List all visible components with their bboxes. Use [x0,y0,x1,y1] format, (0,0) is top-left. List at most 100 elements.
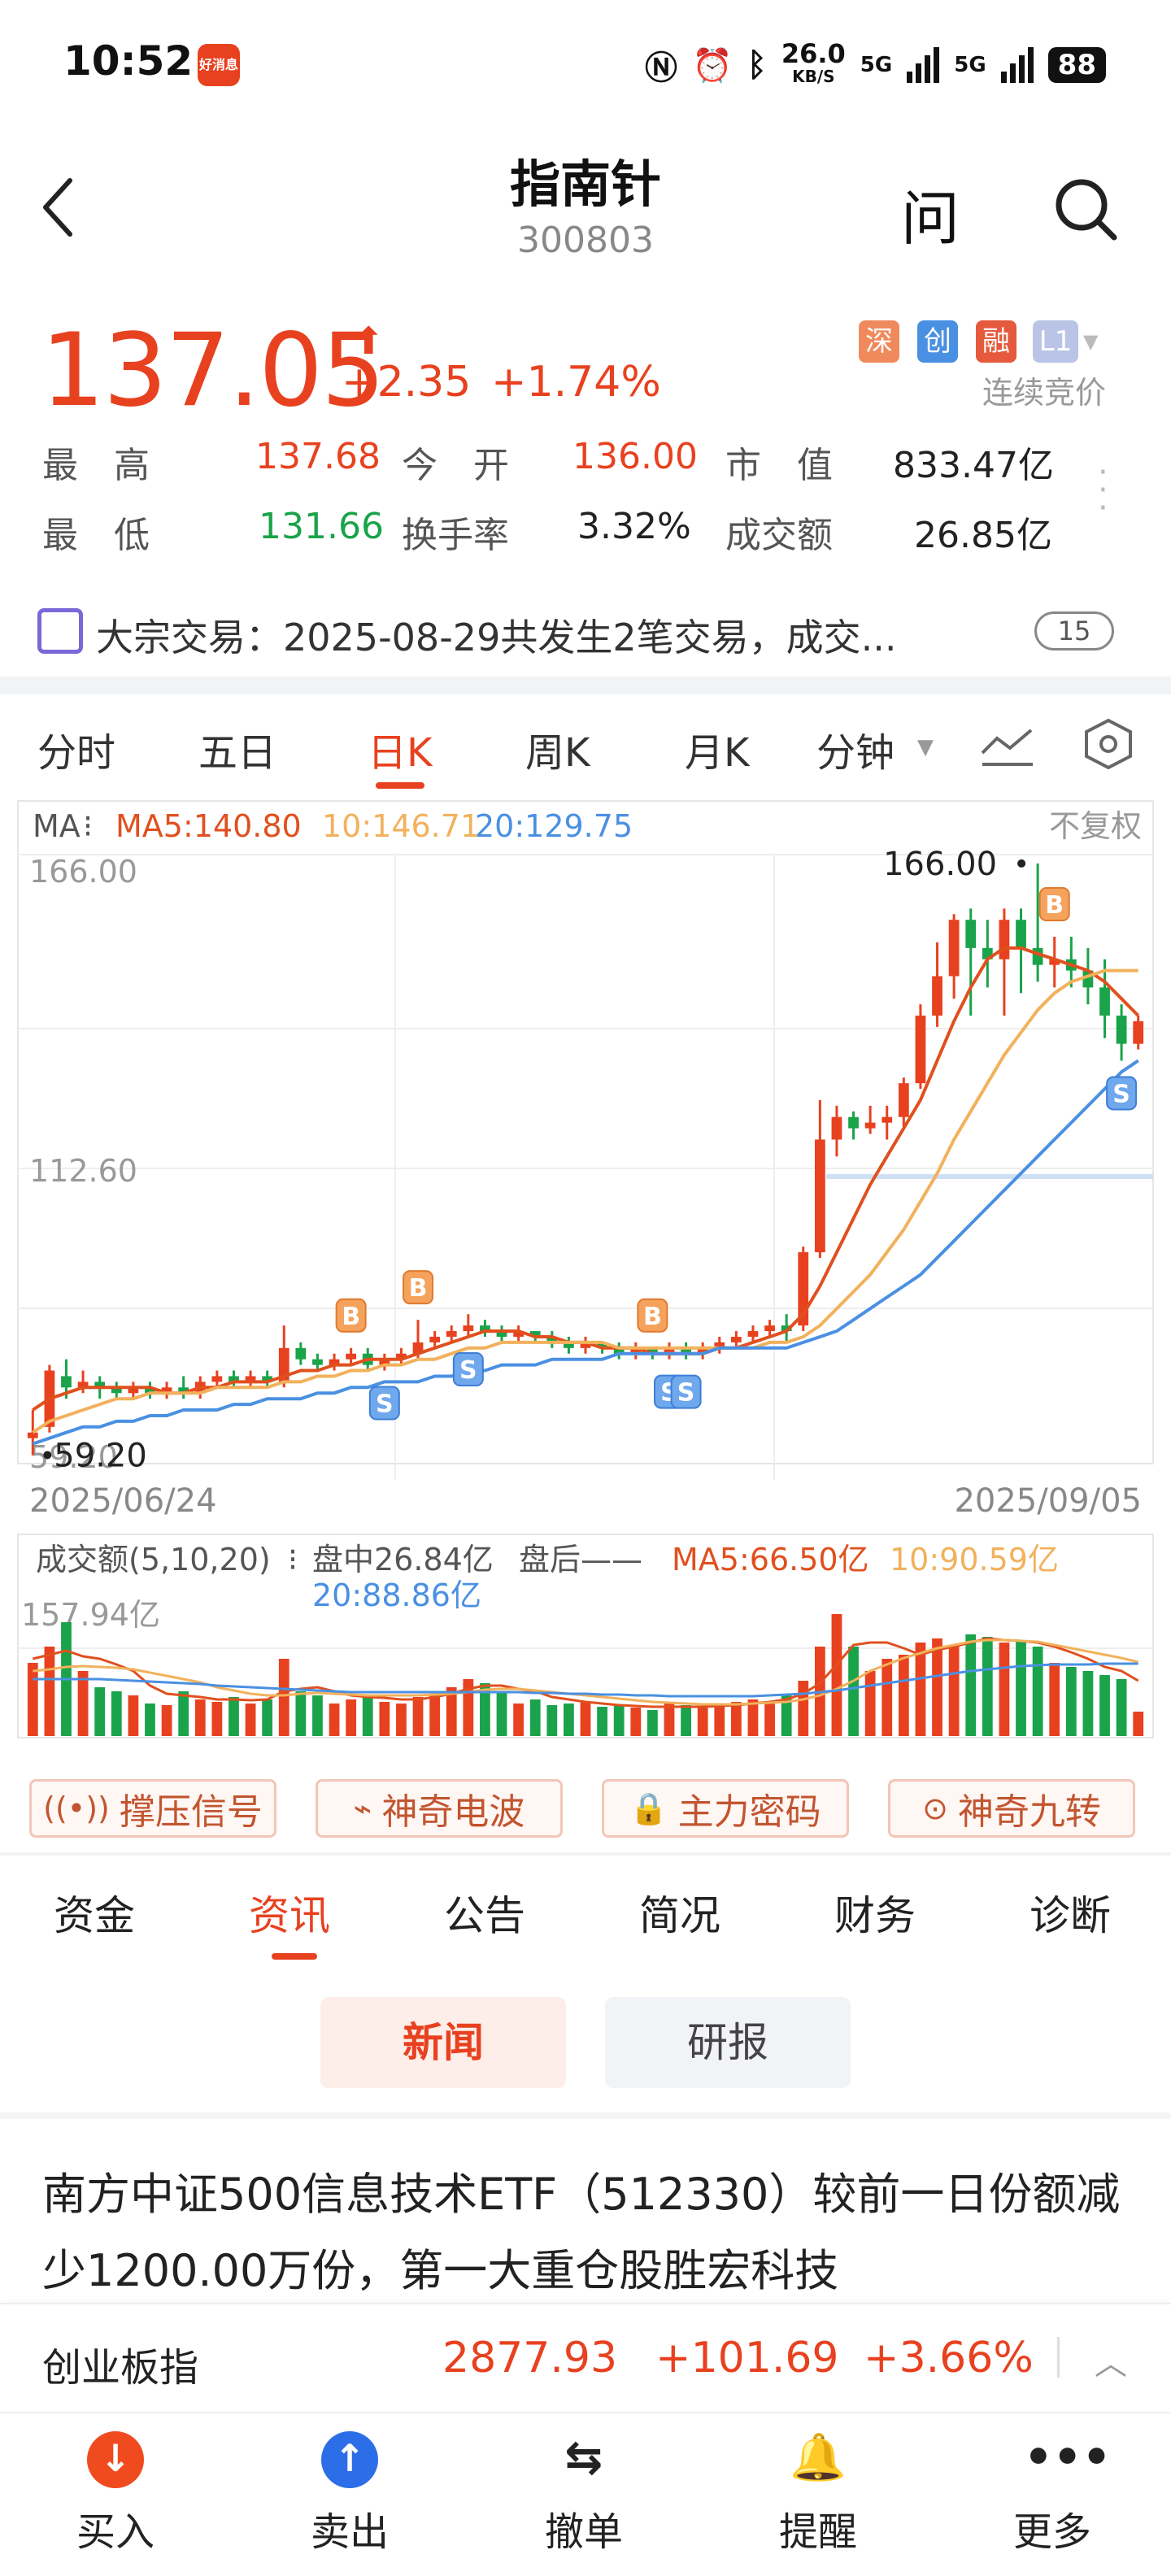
buy-signal: B [637,1298,668,1333]
candle-body [178,1387,189,1394]
ma20-legend: 20:129.75 [475,808,633,844]
amount-label: 成交额 [725,515,833,556]
sell-signal: S [670,1374,702,1409]
tab-profile[interactable]: 简况 [639,1892,720,1939]
volume-bar [898,1655,909,1736]
open-value: 136.00 [572,436,698,477]
bell-icon: 🔔 [790,2431,847,2484]
buy-button[interactable]: ↓ 买入 [34,2431,197,2556]
ma-menu-dots: ⁝ [83,808,93,844]
badge-level1[interactable]: L1 [1033,320,1078,363]
tab-minute[interactable]: 分钟 [816,730,895,776]
news-subtab[interactable]: 新闻 [320,1997,566,2088]
turnover-value: 3.32% [577,506,691,547]
candle-body [463,1325,474,1332]
research-report-subtab[interactable]: 研报 [605,1997,851,2088]
lock-icon: 🔒 [629,1790,668,1826]
svg-text:B: B [643,1303,662,1331]
volume-bar [111,1691,122,1736]
radio-wave-icon: ((•)) [43,1791,110,1826]
news-article-title[interactable]: 南方中证500信息技术ETF（512330）较前一日份额减少1200.00万份，… [42,2169,1121,2296]
volume-bar [747,1699,759,1736]
candle-body [747,1331,759,1337]
volume-label: 成交额(5,10,20) [36,1542,271,1577]
volume-bar [1133,1712,1144,1736]
volume-bar [664,1704,675,1736]
sell-signal: S [1106,1076,1138,1111]
tab-news[interactable]: 资讯 [249,1892,330,1939]
back-icon[interactable] [34,171,83,244]
candle-body [999,920,1010,959]
block-trade-text[interactable]: 大宗交易：2025-08-29共发生2笔交易，成交... [96,616,897,659]
search-icon[interactable] [1049,172,1122,246]
cancel-order-button[interactable]: ⇆ 撤单 [503,2431,665,2556]
volume-bar [1099,1675,1110,1736]
tab-diagnosis[interactable]: 诊断 [1030,1892,1111,1939]
volume-bar [965,1634,977,1736]
ask-button[interactable]: 问 [901,185,960,253]
candle-body [312,1359,323,1365]
candle-body [831,1116,842,1140]
candle-body [597,1342,607,1348]
candles [27,863,1144,1456]
volume-bar [496,1691,507,1736]
tool-support-pressure[interactable]: ((•)) 撑压信号 [29,1779,276,1838]
candle-body [781,1325,792,1332]
kline-chart[interactable]: MA ⁝ MA5:140.80 10:146.71 20:129.75 不复权 … [0,793,1171,1769]
chevron-down-icon[interactable]: ▼ [1083,330,1099,353]
candle-body [630,1347,642,1354]
chevron-down-icon[interactable]: ▼ [917,735,934,759]
alert-button[interactable]: 🔔 提醒 [737,2431,899,2556]
volume-ma5: MA5:66.50亿 [672,1542,869,1577]
tool-magic-wave[interactable]: ⌁ 神奇电波 [316,1779,563,1838]
tab-monthly-k[interactable]: 月K [685,730,750,776]
candle-body [932,976,942,1016]
nav-label: 撤单 [544,2509,623,2555]
svg-text:S: S [1112,1080,1130,1108]
tab-funds[interactable]: 资金 [54,1892,135,1939]
app-notification-icon: 好消息 [198,44,240,86]
volume-bar [647,1710,658,1736]
ma10-legend: 10:146.71 [322,808,480,844]
candle-body [848,1116,859,1129]
tool-main-force[interactable]: 🔒 主力密码 [602,1779,849,1838]
volume-bar [44,1647,55,1736]
tab-weekly-k[interactable]: 周K [525,730,590,776]
volume-bar [630,1708,642,1736]
divider [0,1852,1171,1856]
volume-bar [1065,1667,1077,1736]
block-trade-count[interactable]: 15 [1034,611,1114,651]
tab-announcements[interactable]: 公告 [444,1892,525,1939]
candle-body [61,1376,72,1388]
x-label-end: 2025/09/05 [954,1482,1142,1520]
tab-finance[interactable]: 财务 [834,1892,916,1939]
tab-daily-k[interactable]: 日K [368,730,433,776]
amount-value: 26.85亿 [914,515,1052,556]
indicator-settings-icon[interactable] [979,720,1036,769]
active-tab-indicator [272,1953,317,1960]
volume-bar [396,1704,407,1736]
more-vertical-icon[interactable]: · · · [1098,454,1108,527]
stock-code: 300803 [517,220,654,261]
index-ticker[interactable] [0,2303,1171,2410]
volume-menu-dots: ⁝ [288,1542,298,1577]
chart-frame [17,800,1154,1464]
check-circle-icon: ⊙ [922,1791,948,1826]
battery-icon: 88 [1047,47,1106,83]
candle-body [664,1347,675,1354]
volume-bar [613,1705,625,1736]
tab-intraday[interactable]: 分时 [37,730,116,776]
hexagon-settings-icon[interactable] [1082,717,1135,771]
chevron-up-icon[interactable]: ︿ [1095,2345,1127,2382]
candle-body [965,920,977,948]
tab-five-day[interactable]: 五日 [198,730,277,776]
volume-bar [597,1707,607,1736]
index-name: 创业板指 [42,2345,199,2391]
sell-button[interactable]: ↑ 卖出 [268,2431,431,2556]
volume-max-label: 157.94亿 [21,1597,160,1633]
candle-body [396,1353,407,1360]
tool-magic-nine[interactable]: ⊙ 神奇九转 [888,1779,1135,1838]
candle-body [278,1347,289,1382]
more-button[interactable]: ••• 更多 [971,2431,1134,2556]
